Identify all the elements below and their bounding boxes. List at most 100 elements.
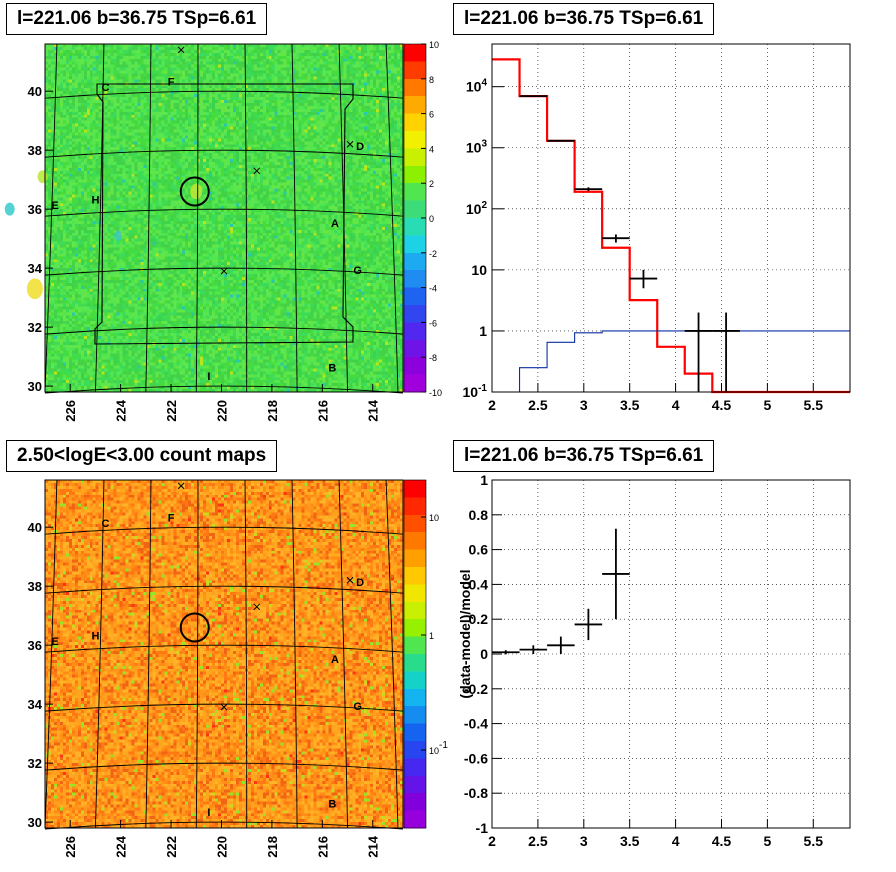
residual-map-cbar-label-7: -4 xyxy=(429,284,437,294)
residual-map-meridian-1 xyxy=(94,43,105,393)
count-map-cbar-label-2: 10-1 xyxy=(429,740,448,756)
residual-plot-xtick-label-0: 2 xyxy=(488,833,496,849)
residual-map-cbar-label-3: 4 xyxy=(429,144,434,154)
residual-map-xtick-label-4: 218 xyxy=(265,400,280,422)
residual-map-xtick-label-1: 224 xyxy=(114,399,129,421)
residual-map-cbar-label-9: -8 xyxy=(429,353,437,363)
count-map-xtick-label-3: 220 xyxy=(214,836,229,858)
spectrum-ytick-label-3: 102 xyxy=(466,200,488,217)
spectrum-xtick-label-3: 3.5 xyxy=(620,397,640,413)
count-map-parallel-4 xyxy=(44,585,404,594)
residual-map-blob-0 xyxy=(190,183,203,200)
count-map-xmark-1 xyxy=(253,603,261,611)
spectrum-point-5 xyxy=(684,312,713,392)
spectrum-xtick-label-7: 5.5 xyxy=(804,397,824,413)
residual-map-roi-outline xyxy=(94,83,354,345)
residual-plot-point-1 xyxy=(519,645,548,654)
residual-plot-xtick-label-5: 4.5 xyxy=(712,833,732,849)
count-map-parallel-0 xyxy=(44,821,404,830)
residual-plot-xtick-label-6: 5 xyxy=(763,833,771,849)
residual-plot-ytick-label-7: 0.4 xyxy=(469,576,489,592)
residual-map-parallel-1 xyxy=(44,326,404,335)
residual-plot-group: 2 2.5 3 3.5 4 4.5 5 5.5 -1 -0.8 -0.6 -0.4 -0.2 0 0.2 0.… xyxy=(457,472,851,849)
spectrum-xtick-label-4: 4 xyxy=(672,397,680,413)
residual-map-colorbar xyxy=(404,44,426,393)
residual-plot-ytick-label-3: -0.4 xyxy=(464,716,488,732)
count-map-parallel-1 xyxy=(44,762,404,771)
spectrum-point-4 xyxy=(629,269,658,289)
count-map-meridian-7 xyxy=(385,479,399,829)
count-map-ytick-label-0: 30 xyxy=(28,815,42,830)
residual-plot-point-4 xyxy=(602,528,630,620)
residual-map-xmark-1 xyxy=(253,167,261,175)
count-map-group: C F D E H A G B I 226 224 222 220 218 216 214 30 32 34 36 38… xyxy=(28,479,448,858)
spectrum-point-6 xyxy=(712,312,740,392)
residual-plot-xtick-label-3: 3.5 xyxy=(620,833,640,849)
residual-map-region-label-F: F xyxy=(168,76,175,88)
residual-plot-ytick-label-2: -0.6 xyxy=(464,750,488,766)
count-map-ytick-label-2: 34 xyxy=(28,697,43,712)
residual-plot-point-0 xyxy=(492,650,520,655)
residual-plot-ytick-label-6: 0.2 xyxy=(469,611,489,627)
residual-plot-ytick-label-0: -1 xyxy=(476,820,489,836)
residual-map-meridian-5 xyxy=(291,43,298,393)
spectrum-point-2 xyxy=(574,187,603,192)
residual-map-region-label-I: I xyxy=(207,371,210,383)
spectrum-xtick-label-2: 3 xyxy=(580,397,588,413)
count-map-region-label-E: E xyxy=(51,636,58,648)
residual-plot-ytick-label-8: 0.6 xyxy=(469,542,489,558)
count-map-region-label-D: D xyxy=(356,577,364,589)
count-map-meridian-2 xyxy=(145,479,152,829)
panel-title-bottom-right: l=221.06 b=36.75 TSp=6.61 xyxy=(453,440,715,472)
residual-plot-bg xyxy=(492,480,850,828)
count-map-pixels xyxy=(45,480,404,829)
residual-map-blob-1 xyxy=(26,278,43,300)
residual-plot-xtick-label-2: 3 xyxy=(580,833,588,849)
residual-map-cbar-label-10: -10 xyxy=(429,388,442,398)
residual-map-ytick-label-5: 40 xyxy=(28,84,42,99)
residual-map-parallel-2 xyxy=(44,267,404,276)
residual-map-source-circle xyxy=(179,176,210,207)
residual-map-region-label-C: C xyxy=(102,82,110,94)
count-map-region-label-B: B xyxy=(328,798,336,810)
spectrum-point-0 xyxy=(519,95,548,98)
count-map-parallel-3 xyxy=(44,644,404,653)
count-map-xtick-label-2: 222 xyxy=(164,836,179,858)
residual-map-xtick-label-3: 220 xyxy=(214,400,229,422)
count-map-frame xyxy=(44,479,404,829)
residual-map-ytick-label-2: 34 xyxy=(28,261,43,276)
count-map-region-label-A: A xyxy=(331,654,339,666)
count-map-region-label-G: G xyxy=(353,701,362,713)
residual-map-parallel-5 xyxy=(44,90,404,99)
spectrum-bg xyxy=(492,44,850,392)
spectrum-xtick-label-5: 4.5 xyxy=(712,397,732,413)
count-map-xtick-label-4: 218 xyxy=(265,836,280,858)
residual-plot-point-3 xyxy=(574,608,603,641)
residual-map-meridian-2 xyxy=(145,43,152,393)
residual-map-xmark-3 xyxy=(346,140,354,148)
residual-map-meridian-7 xyxy=(385,43,399,393)
count-map-xtick-label-5: 216 xyxy=(315,836,330,858)
residual-map-region-label-E: E xyxy=(51,200,58,212)
residual-map-cbar-label-0: 10 xyxy=(429,40,439,50)
spectrum-series-step-blue xyxy=(518,330,850,392)
residual-map-region-label-D: D xyxy=(356,141,364,153)
residual-map-xmark-2 xyxy=(220,267,228,275)
residual-map-region-label-A: A xyxy=(331,218,339,230)
spectrum-ytick-label-2: 10 xyxy=(471,262,487,278)
count-map-xmark-3 xyxy=(346,576,354,584)
residual-map-ytick-label-0: 30 xyxy=(28,379,42,394)
residual-map-cbar-label-5: 0 xyxy=(429,214,434,224)
residual-map-cbar-label-4: 2 xyxy=(429,179,434,189)
spectrum-xtick-label-6: 5 xyxy=(763,397,771,413)
count-map-colorbar xyxy=(404,480,426,829)
residual-map-parallel-0 xyxy=(44,385,404,394)
spectrum-xtick-label-0: 2 xyxy=(488,397,496,413)
count-map-xmark-2 xyxy=(220,703,228,711)
residual-plot-ytick-label-5: 0 xyxy=(480,646,488,662)
residual-map-xmark-0 xyxy=(177,46,185,54)
count-map-parallel-5 xyxy=(44,526,404,535)
count-map-region-label-F: F xyxy=(168,512,175,524)
count-map-cbar-label-0: 10 xyxy=(429,513,439,523)
residual-map-ytick-label-4: 38 xyxy=(28,143,42,158)
